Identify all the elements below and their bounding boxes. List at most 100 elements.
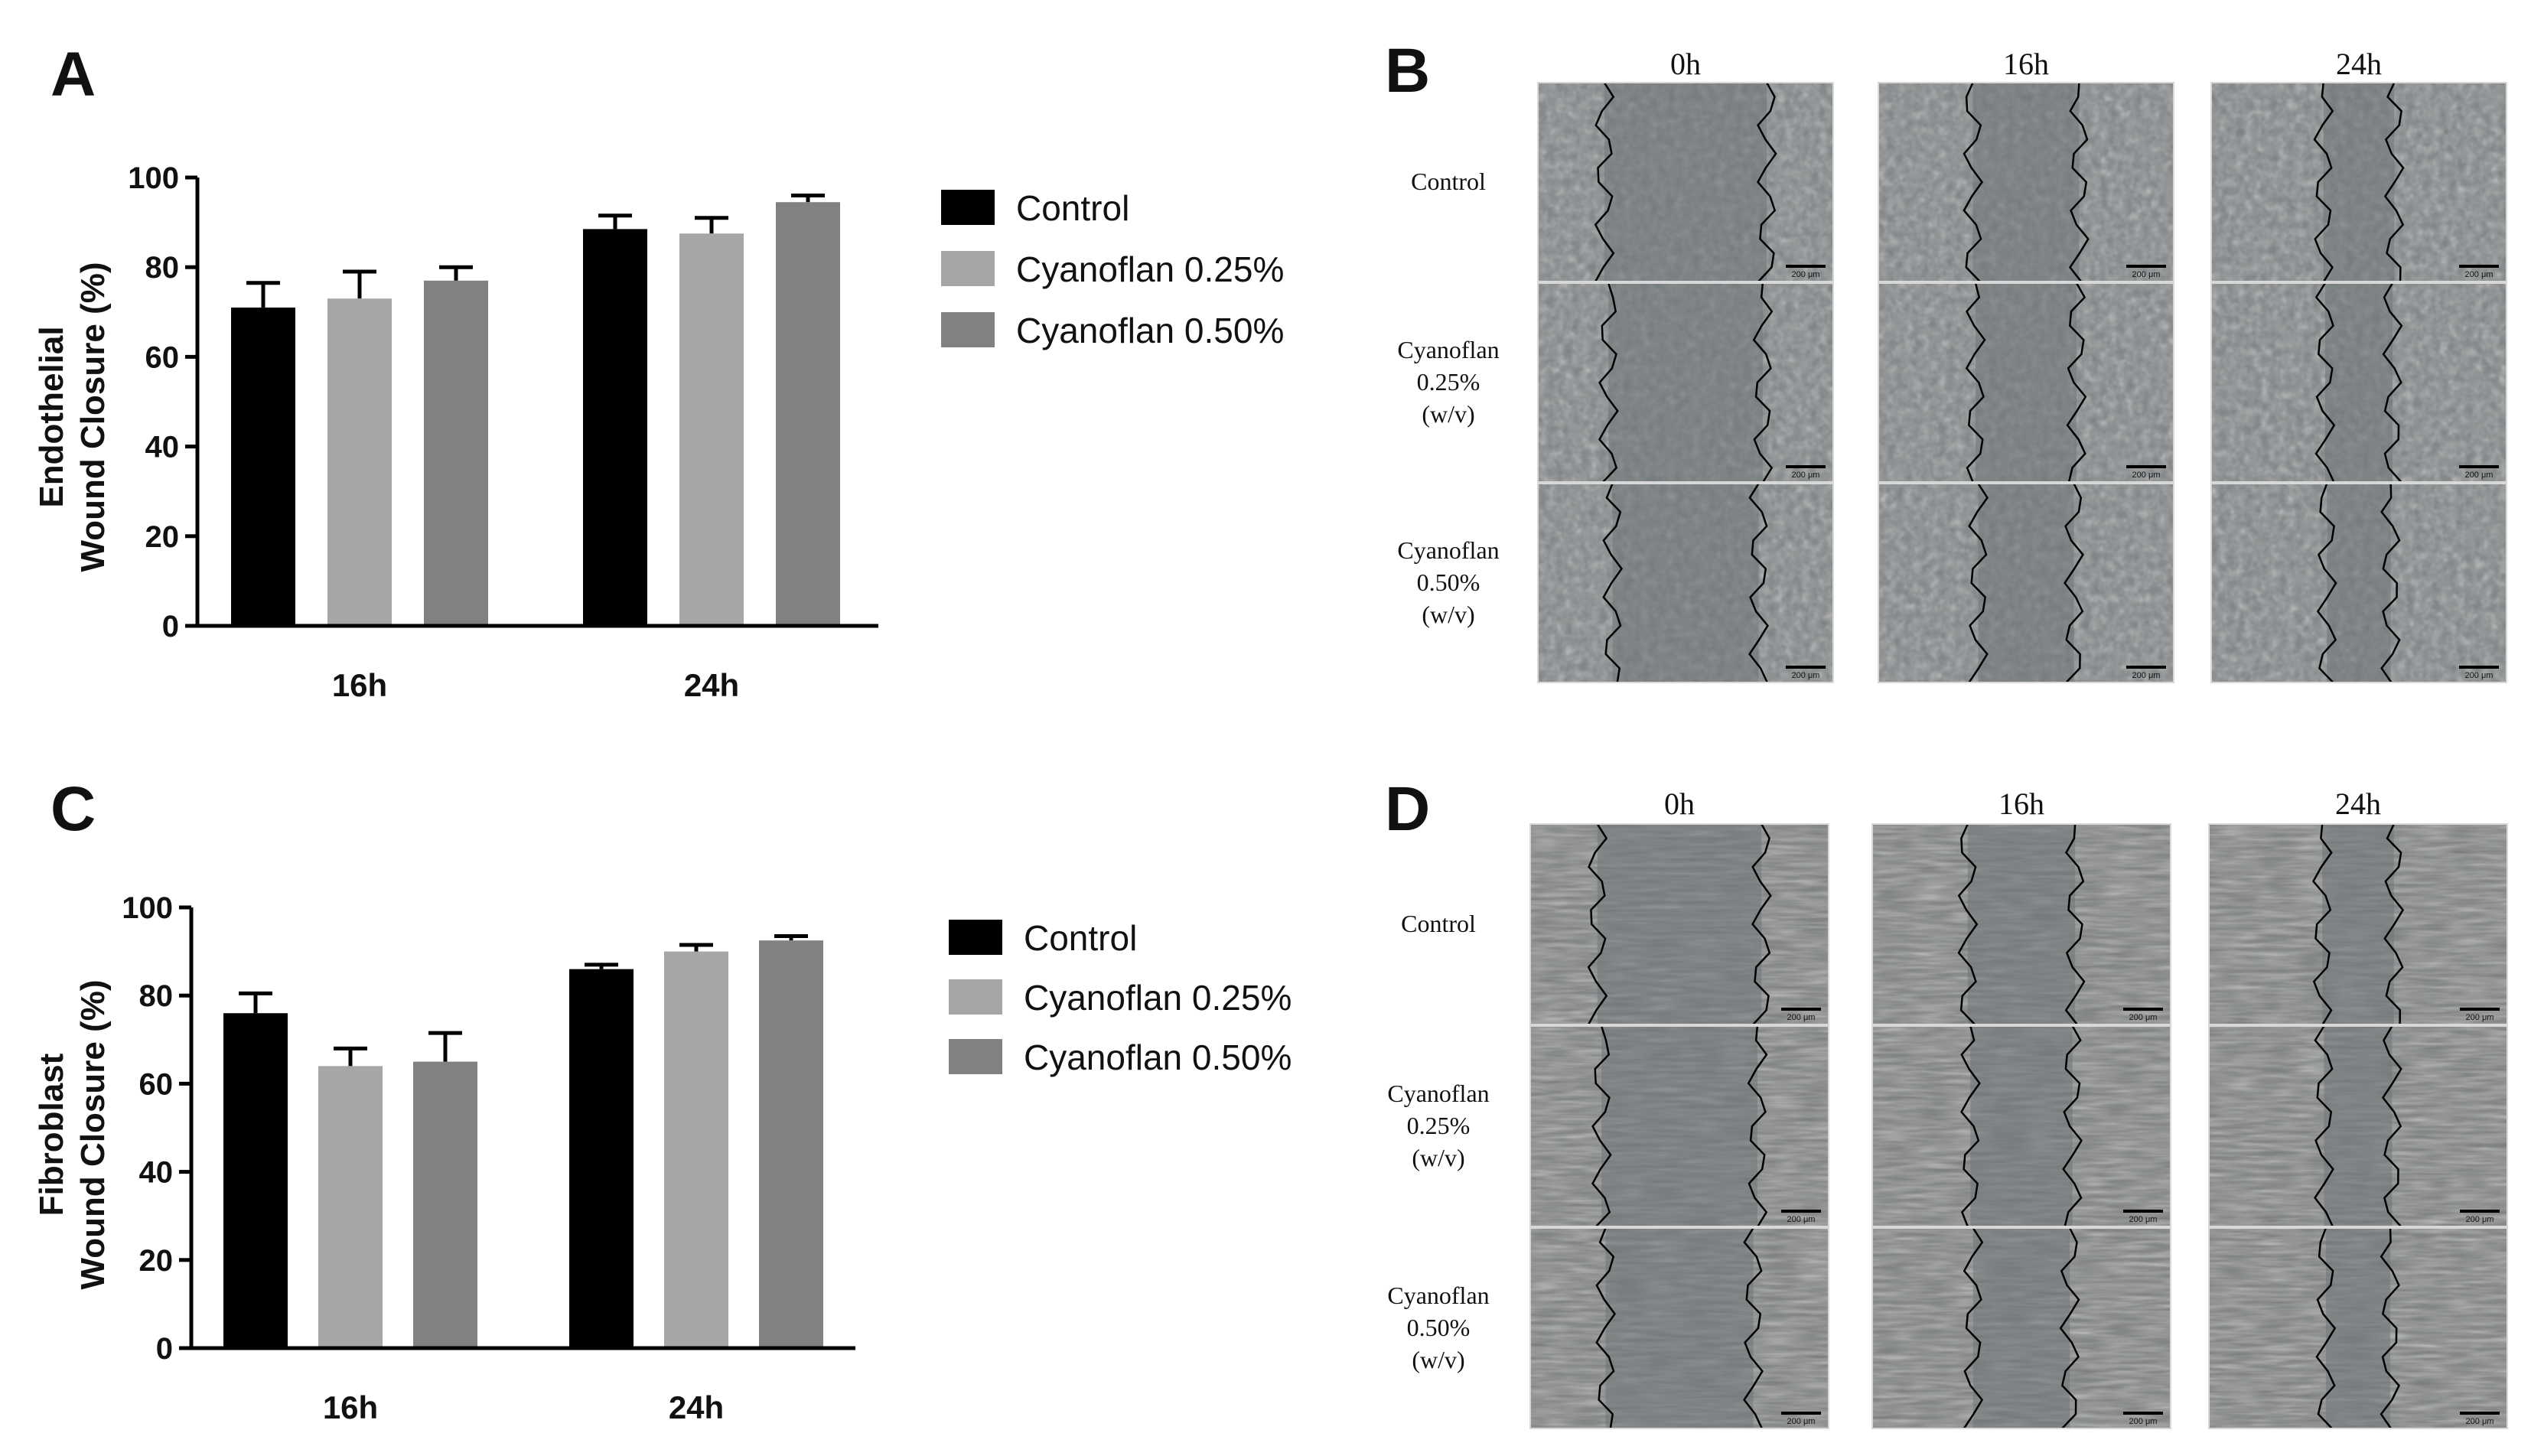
micrograph-d-image-border (2208, 1227, 2508, 1429)
chart-c-legend-swatch-2 (949, 1039, 1002, 1074)
micrograph-d-image-border (1529, 1227, 1829, 1429)
micrograph-b-scale-bar-label: 200 μm (1792, 270, 1820, 279)
micrograph-b-wound-gap (1612, 484, 1759, 682)
micrograph-b-column-header: 16h (2003, 47, 2049, 81)
micrograph-d-wound-edge (1957, 823, 1979, 1025)
micrograph-d-wound-edge (2311, 823, 2333, 1025)
micrograph-d-scale-bar-label: 200 μm (2466, 1013, 2494, 1022)
chart-a-y-tick-label: 80 (145, 251, 180, 285)
micrograph-grid-b: 0h 16h 24h Control 200 μm 200 μm 200 μm Cyanofl… (1397, 47, 2507, 683)
chart-a-category-label: 16h (332, 667, 387, 703)
micrograph-d-scale-bar (2123, 1210, 2163, 1213)
micrograph-d-column-header: 0h (1664, 787, 1695, 821)
chart-c-legend-swatch-0 (949, 920, 1002, 955)
micrograph-grid-d: 0h 16h 24h Control 200 μm 200 μm 200 μm Cyanofl… (1387, 787, 2508, 1429)
micrograph-d-wound-gap (2322, 824, 2394, 1024)
micrograph-d-scale-bar-label: 200 μm (2129, 1215, 2158, 1224)
micrograph-b-wound-edge (1594, 82, 1615, 282)
micrograph-d-scale-bar (2460, 1210, 2500, 1213)
micrograph-b-wound-gap (1608, 283, 1763, 482)
chart-c-y-tick-label: 20 (139, 1244, 174, 1278)
micrograph-d-scale-bar-label: 200 μm (1787, 1417, 1816, 1426)
chart-c-legend-swatch-1 (949, 979, 1002, 1015)
chart-c-category-label: 24h (669, 1389, 724, 1425)
micrograph-d-row-label: Cyanoflan (1387, 1282, 1489, 1309)
micrograph-d-image-border (1529, 823, 1829, 1025)
micrograph-d-image-2-1: 200 μm (1871, 1227, 2171, 1429)
chart-c-bar-1-0 (569, 969, 634, 1348)
micrograph-d-image-2-2: 200 μm (2208, 1227, 2508, 1429)
micrograph-b-scale-bar-label: 200 μm (2465, 471, 2494, 480)
micrograph-d-wound-edge (2064, 823, 2086, 1025)
chart-a-endothelial: 0 20 40 60 80 100 16h 24h Endothelial Wound Cl… (33, 161, 1284, 703)
chart-c-ylabel-line1: Fibroblast (33, 1053, 70, 1216)
micrograph-b-row-label: 0.25% (1417, 368, 1480, 396)
micrograph-b-wound-edge (2066, 282, 2087, 483)
micrograph-b-scale-bar (2126, 265, 2166, 268)
micrograph-d-row-label: 0.50% (1407, 1314, 1471, 1341)
chart-c-y-tick-label: 0 (156, 1332, 173, 1366)
micrograph-d-wound-edge (2381, 1025, 2402, 1227)
micrograph-b-wound-edge (1602, 483, 1624, 683)
micrograph-b-scale-bar (2459, 465, 2499, 468)
chart-c-legend-label-2: Cyanoflan 0.50% (1024, 1037, 1292, 1077)
micrograph-d-row-label: (w/v) (1412, 1144, 1464, 1171)
micrograph-b-scale-bar-label: 200 μm (2132, 270, 2161, 279)
micrograph-b-wound-edge (2064, 483, 2084, 683)
micrograph-d-scale-bar-label: 200 μm (2466, 1215, 2494, 1224)
micrograph-b-wound-edge (1748, 483, 1769, 683)
chart-a-legend-swatch-2 (941, 312, 995, 347)
micrograph-d-scale-bar (1781, 1210, 1821, 1213)
micrograph-d-wound-gap (1967, 824, 2076, 1024)
chart-c-bars (223, 933, 823, 1348)
micrograph-b-image-border (1878, 483, 2174, 683)
micrograph-d-wound-gap (1605, 1228, 1754, 1428)
chart-a-category-label: 24h (684, 667, 739, 703)
micrograph-b-image-border (2210, 82, 2507, 282)
chart-c-y-tick-label: 80 (139, 979, 174, 1013)
micrograph-d-image-border (2208, 1025, 2508, 1227)
chart-a-bar-0-1 (327, 298, 392, 626)
micrograph-b-wound-gap (2323, 83, 2395, 282)
micrograph-d-column-header: 16h (1998, 787, 2044, 821)
micrograph-d-scale-bar (2460, 1008, 2500, 1011)
micrograph-d-scale-bar (2460, 1412, 2500, 1415)
chart-c-y-tick-label: 100 (122, 891, 173, 925)
micrograph-b-scale-bar (1786, 465, 1826, 468)
micrograph-b-scale-bar-label: 200 μm (2132, 671, 2161, 680)
micrograph-b-image-1-2: 200 μm (2210, 282, 2507, 483)
chart-a-ylabel-line1: Endothelial (33, 326, 70, 507)
micrograph-b-wound-edge (2068, 82, 2090, 282)
micrograph-b-wound-edge (1752, 282, 1774, 483)
micrograph-b-row-label: Control (1411, 168, 1486, 195)
micrograph-d-wound-edge (1591, 1025, 1612, 1227)
micrograph-b-wound-edge (2314, 282, 2336, 483)
micrograph-b-wound-edge (1965, 282, 1986, 483)
chart-c-bar-1-2 (759, 940, 823, 1348)
micrograph-d-wound-edge (1595, 1227, 1617, 1429)
chart-c-bar-0-0 (223, 1013, 288, 1348)
chart-c-ylabel-line2: Wound Closure (%) (74, 980, 112, 1290)
micrograph-d-wound-edge (2383, 823, 2405, 1025)
micrograph-d-scale-bar-label: 200 μm (1787, 1215, 1816, 1224)
micrograph-d-wound-gap (1601, 1026, 1757, 1226)
micrograph-d-image-2-0: 200 μm (1529, 1227, 1829, 1429)
chart-c-bar-0-1 (318, 1066, 383, 1348)
chart-c-y-ticks: 0 20 40 60 80 100 (122, 891, 191, 1366)
chart-a-y-tick-label: 40 (145, 431, 180, 464)
micrograph-d-row-label: (w/v) (1412, 1346, 1464, 1373)
micrograph-d-wound-edge (2314, 1025, 2334, 1227)
micrograph-b-row-label: Cyanoflan (1397, 336, 1499, 363)
micrograph-d-image-0-0: 200 μm (1529, 823, 1829, 1025)
micrograph-b-wound-edge (2382, 282, 2403, 483)
micrograph-b-wound-gap (1978, 484, 2074, 682)
micrograph-d-scale-bar-label: 200 μm (1787, 1013, 1816, 1022)
chart-c-category-label: 16h (323, 1389, 378, 1425)
panel-letter-c: C (50, 774, 96, 844)
micrograph-d-scale-bar-label: 200 μm (2466, 1417, 2494, 1426)
micrograph-d-wound-edge (1587, 823, 1608, 1025)
micrograph-d-wound-gap (1597, 824, 1762, 1024)
micrograph-b-row-label: Cyanoflan (1397, 536, 1499, 564)
micrograph-d-wound-edge (1963, 1227, 1984, 1429)
micrograph-d-wound-edge (1743, 1227, 1764, 1429)
